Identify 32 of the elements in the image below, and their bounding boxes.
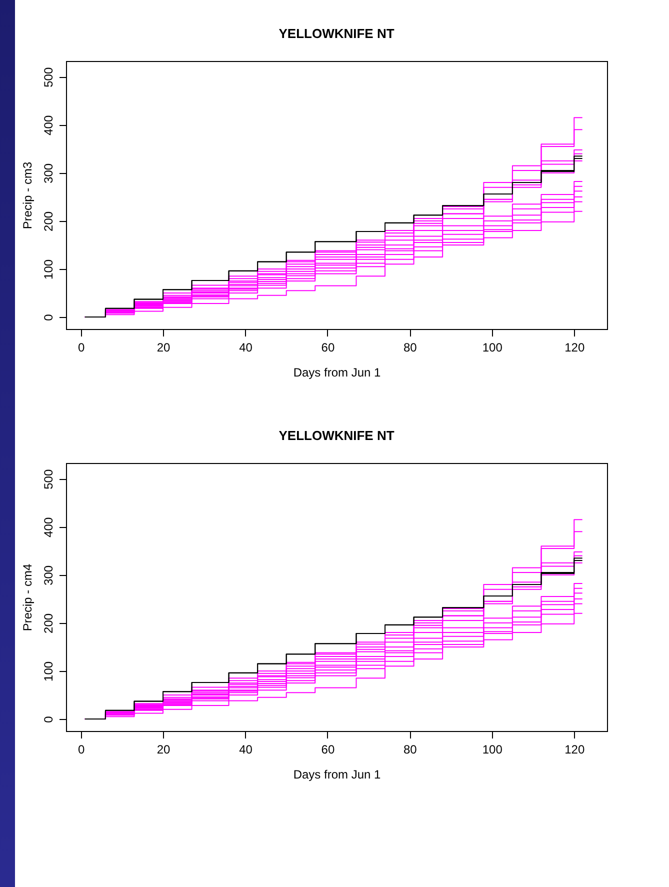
y-axis-title: Precip - cm3 (20, 162, 34, 230)
x-tick-label: 0 (78, 742, 85, 756)
y-tick-label: 500 (42, 67, 56, 88)
y-tick-label: 0 (42, 716, 56, 723)
x-tick-label: 20 (156, 742, 171, 756)
y-tick-label: 200 (42, 613, 56, 634)
y-tick-label: 100 (42, 661, 56, 682)
y-tick-label: 500 (42, 469, 56, 490)
x-tick-label: 100 (482, 742, 503, 756)
x-tick-label: 60 (321, 742, 335, 756)
x-tick-label: 80 (403, 742, 418, 756)
x-tick-label: 100 (482, 340, 503, 354)
x-tick-label: 20 (156, 340, 171, 354)
x-axis-title: Days from Jun 1 (293, 366, 381, 380)
x-axis-title: Days from Jun 1 (293, 768, 381, 782)
x-tick-label: 80 (403, 340, 418, 354)
x-tick-label: 120 (564, 340, 585, 354)
y-tick-label: 100 (42, 259, 56, 280)
y-tick-label: 0 (42, 314, 56, 321)
chart-title: YELLOWKNIFE NT (278, 26, 394, 41)
chart-title: YELLOWKNIFE NT (278, 428, 394, 443)
y-axis-title: Precip - cm4 (20, 564, 34, 632)
y-tick-label: 300 (42, 565, 56, 586)
x-tick-label: 120 (564, 742, 585, 756)
x-tick-label: 40 (239, 742, 253, 756)
x-tick-label: 0 (78, 340, 85, 354)
x-tick-label: 60 (321, 340, 335, 354)
x-tick-label: 40 (239, 340, 253, 354)
y-tick-label: 400 (42, 517, 56, 538)
y-tick-label: 300 (42, 163, 56, 184)
y-tick-label: 400 (42, 115, 56, 136)
y-tick-label: 200 (42, 211, 56, 232)
